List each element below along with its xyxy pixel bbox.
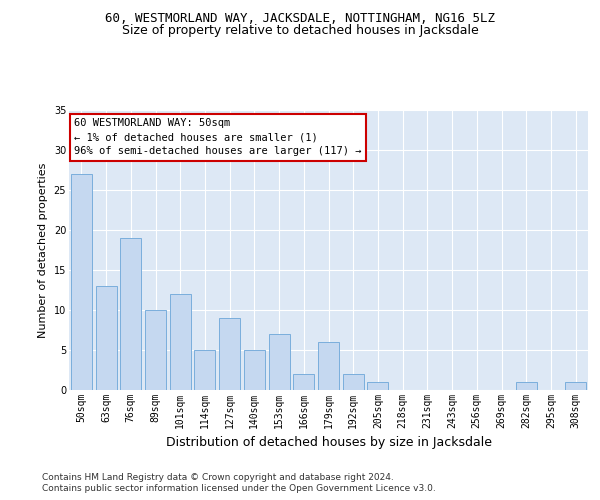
Bar [95,286,116,390]
Text: Contains HM Land Registry data © Crown copyright and database right 2024.
Contai: Contains HM Land Registry data © Crown c… [42,472,436,494]
Bar [269,334,290,390]
Y-axis label: Number of detached properties: Number of detached properties [38,162,48,338]
X-axis label: Distribution of detached houses by size in Jacksdale: Distribution of detached houses by size … [166,436,491,450]
Text: 60, WESTMORLAND WAY, JACKSDALE, NOTTINGHAM, NG16 5LZ: 60, WESTMORLAND WAY, JACKSDALE, NOTTINGH… [105,12,495,26]
Bar [244,350,265,390]
Bar [367,382,388,390]
Bar [194,350,215,390]
Bar [516,382,537,390]
Text: Size of property relative to detached houses in Jacksdale: Size of property relative to detached ho… [122,24,478,37]
Bar [318,342,339,390]
Bar [170,294,191,390]
Bar [120,238,141,390]
Text: 60 WESTMORLAND WAY: 50sqm
← 1% of detached houses are smaller (1)
96% of semi-de: 60 WESTMORLAND WAY: 50sqm ← 1% of detach… [74,118,362,156]
Bar [565,382,586,390]
Bar [145,310,166,390]
Bar [71,174,92,390]
Bar [219,318,240,390]
Bar [293,374,314,390]
Bar [343,374,364,390]
